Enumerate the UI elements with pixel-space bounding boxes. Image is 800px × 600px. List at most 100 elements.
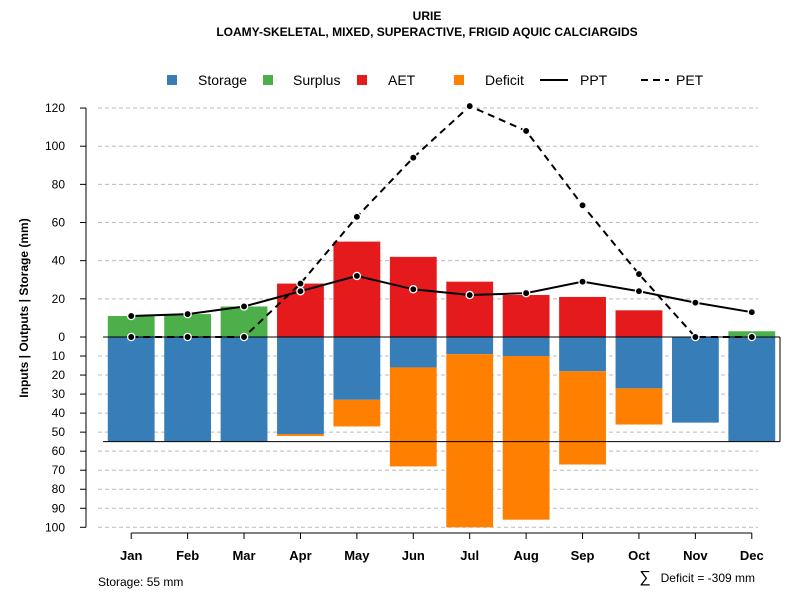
legend-key-surplus [263,75,273,85]
x-tick-label-may: May [344,548,370,563]
aet-bar-aug [502,295,550,337]
aet-bar-may [333,241,381,337]
axes: 0 20 40 60 80 100 120 10 20 30 40 50 60 70 80 90 100 Jan F… [45,101,764,563]
y-tick-label: 100 [45,520,65,534]
aet-bar-jul [446,281,494,337]
x-tick-label-aug: Aug [513,548,538,563]
y-tick-label: 90 [52,501,66,515]
storage-bar-jun [389,337,437,368]
pet-point-mar [239,332,249,342]
ppt-point-oct [634,286,644,296]
ppt-point-dec [747,307,757,317]
ppt-point-sep [578,277,587,286]
legend-label-surplus: Surplus [293,72,340,88]
ppt-line [131,274,752,318]
deficit-bar-may [333,399,381,427]
x-tick-label-jun: Jun [402,548,425,563]
y-tick-label: 10 [52,349,66,363]
aet-bar-sep [559,296,606,337]
storage-bar-mar [220,337,268,442]
x-tick-label-oct: Oct [628,548,650,563]
x-tick-label-nov: Nov [683,548,708,563]
y-tick-label: 60 [52,444,66,458]
pet-point-jan [126,332,136,342]
pet-point-dec [747,332,757,342]
ppt-point-mar [239,302,249,311]
storage-bar-apr [277,337,324,435]
storage-bar-oct [615,337,663,389]
pet-point-feb [183,332,192,342]
storage-bar-jul [446,337,494,355]
x-tick-label-feb: Feb [176,548,199,563]
series-lines [126,101,757,342]
legend-label-pet: PET [676,72,704,88]
legend-label-deficit: Deficit [485,72,524,88]
deficit-bar-jul [446,354,494,528]
legend-label-ppt: PPT [580,72,608,88]
surplus-bar-jan [107,316,155,337]
storage-bar-jan [107,337,155,442]
y-tick-label: 70 [52,463,66,477]
pet-point-nov [691,332,700,342]
deficit-bar-apr [277,434,324,436]
x-tick-label-apr: Apr [289,548,311,563]
y-tick-label: 60 [52,216,66,230]
x-tick-label-sep: Sep [571,548,595,563]
y-tick-label: 20 [52,368,66,382]
y-tick-label: 100 [45,139,65,153]
storage-note: Storage: 55 mm [98,575,183,589]
ppt-point-feb [183,309,192,319]
pet-point-apr [296,279,305,288]
aet-bar-jun [389,256,437,337]
deficit-note: Deficit = -309 mm [661,571,755,585]
storage-bar-dec [728,337,776,442]
x-tick-label-jan: Jan [120,548,142,563]
pet-line [131,104,752,338]
pet-point-sep [578,201,587,210]
pet-point-oct [634,269,644,279]
pet-point-jul [465,101,474,111]
legend-key-deficit [454,75,464,85]
y-tick-label: 50 [52,425,66,439]
deficit-sum-icon: ∑ [639,569,650,586]
storage-bar-may [333,337,381,400]
pet-point-aug [521,126,531,136]
ppt-point-may [352,271,362,281]
y-tick-label: 80 [52,482,66,496]
deficit-bar-sep [559,371,606,465]
ppt-point-nov [691,298,700,307]
x-tick-label-jul: Jul [460,548,479,563]
legend-key-storage [167,75,177,85]
y-tick-label: 20 [52,292,66,306]
y-tick-label: 80 [52,177,66,191]
pet-point-jun [409,153,418,162]
deficit-bar-oct [615,388,663,425]
x-tick-label-dec: Dec [740,548,764,563]
ppt-point-jul [465,290,474,300]
y-tick-label: 120 [45,101,65,115]
bars [107,241,776,528]
aet-bar-oct [615,310,663,337]
y-tick-label: 30 [52,387,66,401]
ppt-point-jun [409,285,418,294]
chart-title: URIE [413,9,442,23]
y-tick-label: 40 [52,254,66,268]
chart-subtitle: LOAMY-SKELETAL, MIXED, SUPERACTIVE, FRIG… [216,25,637,39]
ppt-point-apr [296,286,305,296]
y-tick-label: 40 [52,406,66,420]
deficit-bar-jun [389,367,437,467]
ppt-point-jan [126,311,136,321]
pet-point-may [352,212,362,222]
ppt-point-aug [521,288,531,298]
surplus-bar-feb [164,314,212,337]
deficit-bar-aug [502,356,550,520]
storage-bar-aug [502,337,550,357]
legend-label-storage: Storage [198,72,247,88]
x-tick-label-mar: Mar [232,548,255,563]
storage-bar-sep [559,337,606,372]
storage-bar-feb [164,337,212,442]
legend: Storage Surplus AET Deficit PPT PET [167,72,704,88]
legend-key-aet [357,75,367,85]
storage-bar-nov [671,337,719,423]
